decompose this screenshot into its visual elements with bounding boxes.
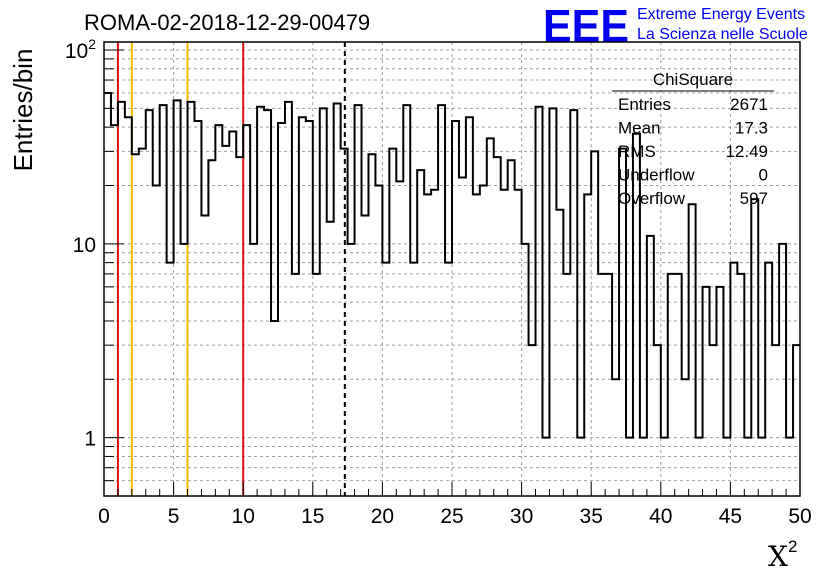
eee-logo: EEE Extreme Energy Events La Scienza nel… xyxy=(543,0,808,52)
x-tick-label: 30 xyxy=(510,505,533,528)
x-tick-label: 40 xyxy=(649,505,672,528)
stats-row-label: Mean xyxy=(618,119,661,138)
stats-row-value: 597 xyxy=(740,189,768,208)
stats-row-label: Underflow xyxy=(618,166,695,185)
x-tick-label: 45 xyxy=(719,505,742,528)
stats-box: ChiSquare Entries 2671 Mean 17.3 RMS 12.49 Unde… xyxy=(612,70,774,208)
x-tick-label: 0 xyxy=(98,505,110,528)
x-tick-label: 10 xyxy=(232,505,255,528)
x-tick-label: 35 xyxy=(580,505,603,528)
axis-ticks xyxy=(103,49,801,497)
eee-logo-line2: La Scienza nelle Scuole xyxy=(637,26,808,43)
stats-title: ChiSquare xyxy=(653,70,733,89)
stats-row-label: RMS xyxy=(618,142,656,161)
stats-row-label: Overflow xyxy=(618,189,686,208)
stats-row-value: 17.3 xyxy=(735,119,768,138)
y-axis-title: Entries/bin xyxy=(8,49,38,172)
x-tick-label: 25 xyxy=(440,505,463,528)
x-axis-title: X2 xyxy=(768,537,797,572)
eee-logo-mark: EEE xyxy=(543,0,629,52)
stats-row-value: 0 xyxy=(759,166,768,185)
x-axis-title-base: X xyxy=(768,540,788,572)
x-tick-labels: 0 5 10 15 20 25 30 35 40 45 50 xyxy=(98,505,812,528)
chart-title: ROMA-02-2018-12-29-00479 xyxy=(84,10,370,35)
x-tick-label: 15 xyxy=(301,505,324,528)
y-tick-label: 102 xyxy=(65,36,96,63)
histogram-outline xyxy=(104,92,800,439)
x-tick-label: 5 xyxy=(168,505,180,528)
x-tick-label: 50 xyxy=(788,505,811,528)
y-tick-label: 1 xyxy=(84,428,96,451)
y-tick-label: 10 xyxy=(73,234,96,257)
stats-row-value: 2671 xyxy=(730,95,768,114)
x-tick-label: 20 xyxy=(371,505,394,528)
stats-row-label: Entries xyxy=(618,95,671,114)
eee-logo-line1: Extreme Energy Events xyxy=(637,6,805,23)
stats-row-value: 12.49 xyxy=(725,142,768,161)
y-tick-labels: 1 10 102 xyxy=(65,36,96,451)
x-axis-title-superscript: 2 xyxy=(788,537,797,556)
